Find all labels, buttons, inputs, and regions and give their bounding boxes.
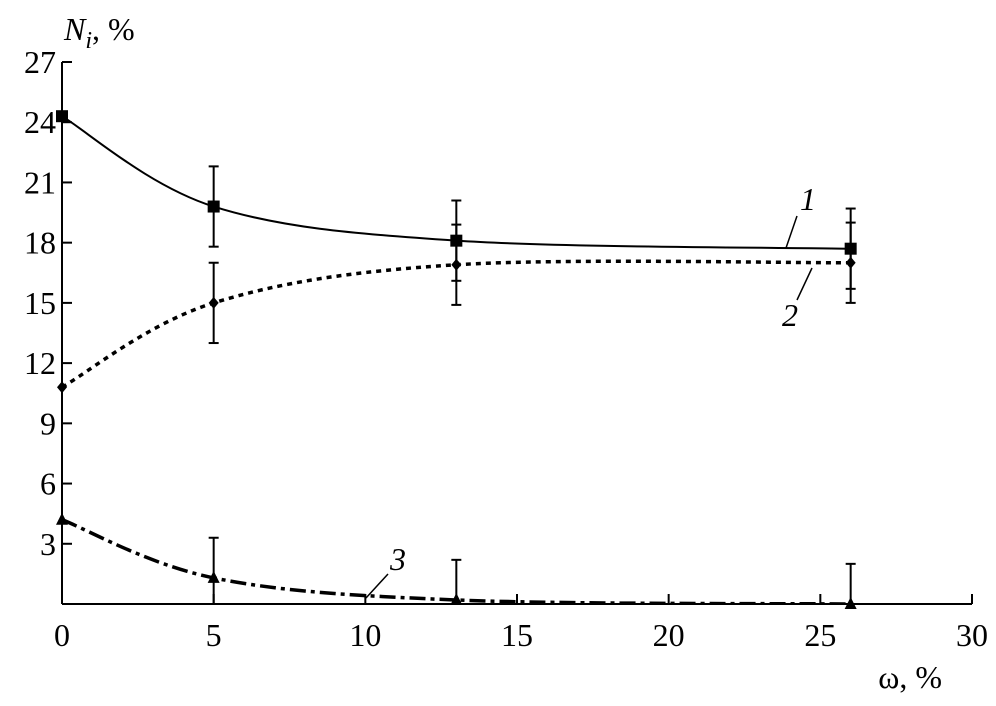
marker bbox=[450, 592, 463, 605]
y-tick-label: 15 bbox=[24, 285, 56, 321]
y-tick-label: 21 bbox=[24, 164, 56, 200]
label-leader bbox=[785, 215, 798, 249]
series-line bbox=[61, 518, 851, 604]
series-label: 3 bbox=[389, 541, 406, 577]
y-label-unit: , % bbox=[92, 11, 135, 47]
x-tick-label: 20 bbox=[653, 617, 685, 653]
series-label: 2 bbox=[782, 297, 798, 333]
label-leader bbox=[796, 267, 813, 301]
series-label: 1 bbox=[800, 181, 816, 217]
y-label-main: N bbox=[63, 11, 87, 47]
y-tick-label: 6 bbox=[40, 466, 56, 502]
x-tick-label: 15 bbox=[501, 617, 533, 653]
marker bbox=[57, 381, 67, 394]
y-tick-label: 27 bbox=[24, 44, 56, 80]
x-tick-label: 0 bbox=[54, 617, 70, 653]
series-line bbox=[61, 115, 851, 250]
marker bbox=[451, 258, 462, 271]
y-label-sub: i bbox=[85, 28, 92, 54]
label-leader bbox=[365, 573, 389, 599]
marker bbox=[844, 597, 857, 609]
error-bar bbox=[845, 562, 856, 604]
marker bbox=[207, 200, 220, 213]
marker bbox=[207, 570, 220, 583]
y-axis-label: Ni, % bbox=[63, 11, 135, 54]
marker bbox=[208, 296, 219, 309]
x-tick-label: 25 bbox=[804, 617, 836, 653]
marker bbox=[56, 512, 68, 525]
x-tick-label: 10 bbox=[349, 617, 381, 653]
y-tick-label: 18 bbox=[24, 225, 56, 261]
marker bbox=[56, 110, 68, 123]
x-axis-label: ω, % bbox=[878, 659, 942, 695]
y-tick-label: 3 bbox=[40, 526, 56, 562]
y-tick-label: 12 bbox=[24, 345, 56, 381]
y-tick-label: 24 bbox=[24, 104, 56, 140]
y-tick-label: 9 bbox=[40, 405, 56, 441]
marker bbox=[845, 256, 856, 269]
x-tick-label: 5 bbox=[206, 617, 222, 653]
x-tick-label: 30 bbox=[956, 617, 988, 653]
series-line bbox=[61, 259, 851, 389]
